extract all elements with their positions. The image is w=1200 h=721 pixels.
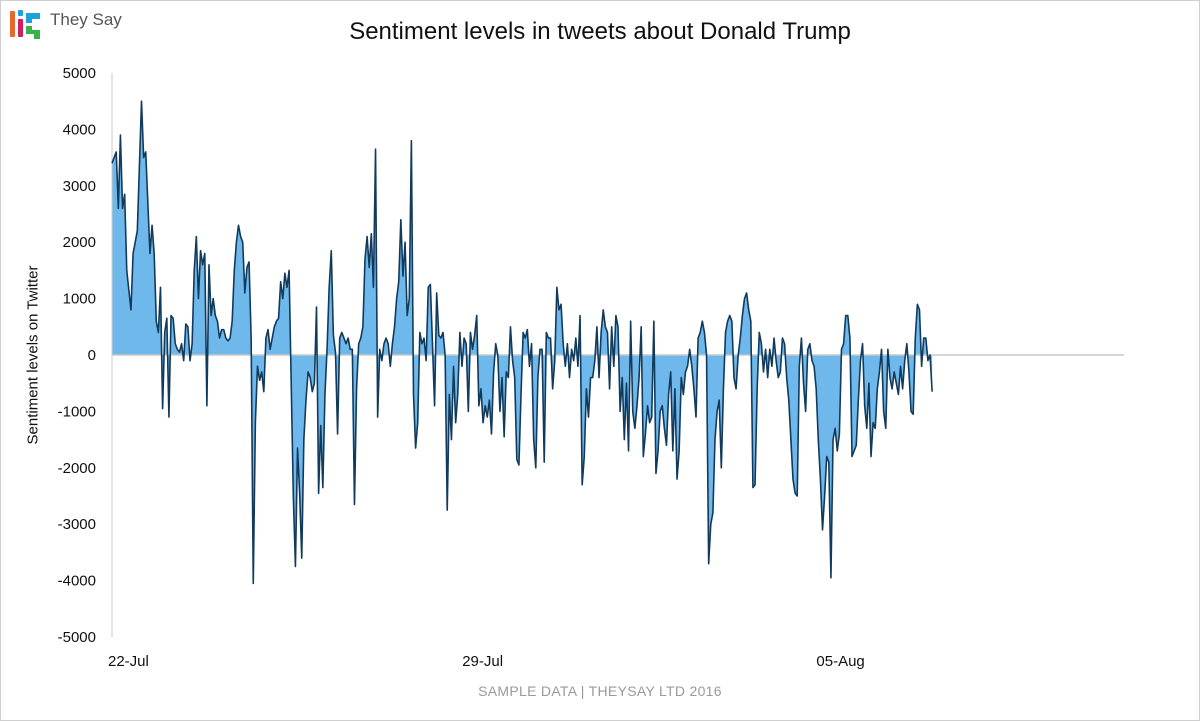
y-tick-label: -3000 bbox=[58, 516, 96, 533]
y-tick-label: -4000 bbox=[58, 573, 96, 590]
x-tick-label: 05-Aug bbox=[816, 653, 864, 670]
y-tick-label: -5000 bbox=[58, 629, 96, 646]
y-tick-label: -2000 bbox=[58, 460, 96, 477]
x-tick-label: 22-Jul bbox=[108, 653, 149, 670]
series-line bbox=[111, 100, 933, 585]
brand-name: They Say bbox=[50, 10, 122, 29]
y-tick-label: 2000 bbox=[63, 234, 96, 251]
footer-credit: SAMPLE DATA | THEYSAY LTD 2016 bbox=[478, 683, 722, 699]
y-tick-label: 1000 bbox=[63, 291, 96, 308]
y-tick-label: -1000 bbox=[58, 403, 96, 420]
y-tick-label: 4000 bbox=[63, 121, 96, 138]
x-tick-label: 29-Jul bbox=[462, 653, 503, 670]
series-area-fill bbox=[112, 101, 933, 584]
y-tick-label: 5000 bbox=[63, 65, 96, 82]
brand-logo: They Say bbox=[8, 6, 122, 42]
y-tick-label: 0 bbox=[88, 347, 96, 364]
y-tick-label: 3000 bbox=[63, 178, 96, 195]
chart-title: Sentiment levels in tweets about Donald … bbox=[349, 18, 851, 45]
they-say-logo-icon bbox=[10, 10, 40, 39]
